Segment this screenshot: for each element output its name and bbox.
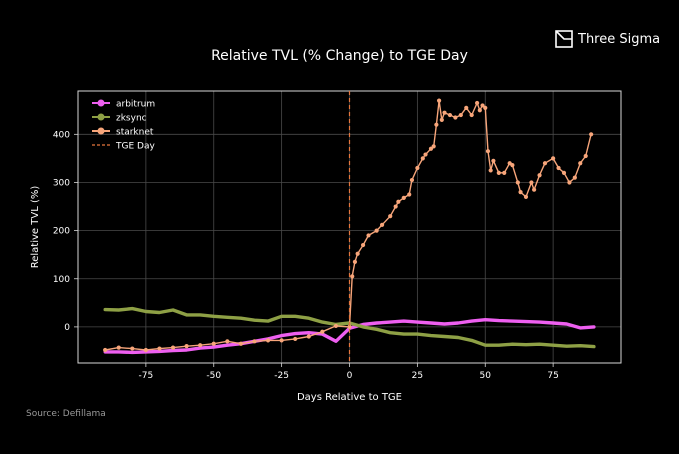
data-point-starknet [393, 204, 398, 209]
data-point-starknet [103, 347, 108, 353]
data-point-starknet [279, 338, 284, 343]
data-point-starknet [551, 156, 556, 161]
data-point-starknet [567, 180, 572, 185]
data-point-starknet [502, 170, 507, 175]
data-point-starknet [561, 170, 567, 175]
data-point-starknet [518, 189, 523, 195]
data-point-starknet [532, 187, 537, 192]
data-point-starknet [475, 100, 480, 106]
data-point-starknet [355, 251, 360, 256]
data-point-starknet [415, 165, 420, 171]
data-point-starknet [333, 323, 339, 329]
data-point-starknet [225, 339, 230, 344]
data-point-starknet [537, 173, 542, 178]
data-point-starknet [436, 98, 442, 103]
y-tick-label: 100 [53, 275, 70, 285]
data-point-starknet [374, 228, 379, 233]
data-point-starknet [453, 115, 458, 120]
data-point-starknet [379, 222, 385, 227]
data-point-starknet [434, 122, 439, 127]
data-point-starknet [578, 161, 583, 166]
data-point-starknet [116, 345, 121, 350]
x-tick-label: -25 [274, 371, 289, 381]
data-point-starknet [157, 346, 162, 351]
brand-name: Three Sigma [578, 31, 661, 47]
data-point-starknet [477, 108, 482, 113]
legend-marker-starknet [97, 127, 105, 135]
y-axis-label: Relative TVL (%) [30, 186, 41, 269]
data-point-starknet [420, 156, 425, 161]
x-tick-label: 0 [347, 371, 353, 381]
legend-label: zksync [116, 114, 147, 124]
y-tick-label: 200 [53, 227, 70, 237]
data-point-starknet [265, 338, 271, 343]
x-tick-label: 25 [412, 371, 423, 381]
data-point-starknet [442, 110, 447, 115]
legend-label: TGE Day [115, 142, 155, 152]
data-point-starknet [409, 177, 415, 183]
data-point-starknet [396, 199, 401, 204]
data-point-starknet [407, 192, 412, 197]
y-tick-label: 400 [53, 130, 70, 140]
y-tick-label: 300 [53, 178, 70, 188]
data-point-starknet [483, 105, 488, 110]
data-point-starknet [431, 144, 436, 149]
data-point-starknet [480, 103, 485, 108]
data-point-starknet [515, 180, 520, 185]
data-point-starknet [491, 158, 496, 163]
data-point-starknet [401, 195, 406, 200]
legend-label: starknet [116, 128, 154, 138]
data-point-starknet [488, 168, 493, 173]
source-note: Source: Defillama [26, 409, 106, 419]
data-point-starknet [252, 339, 257, 344]
data-point-starknet [589, 132, 594, 137]
data-point-starknet [447, 112, 453, 118]
data-point-starknet [238, 341, 243, 346]
data-point-starknet [485, 149, 491, 154]
data-point-starknet [347, 324, 352, 329]
data-point-starknet [439, 117, 444, 122]
brand: Three Sigma [555, 30, 660, 48]
data-point-starknet [306, 334, 311, 339]
y-tick-label: 0 [64, 323, 70, 333]
data-point-starknet [458, 112, 463, 118]
data-point-starknet [211, 341, 216, 346]
data-point-starknet [320, 329, 325, 334]
chart-title: Relative TVL (% Change) to TGE Day [211, 48, 468, 64]
x-axis-label: Days Relative to TGE [297, 392, 402, 403]
data-point-starknet [464, 105, 469, 110]
data-point-starknet [523, 194, 529, 200]
data-point-starknet [542, 161, 548, 166]
data-point-starknet [583, 153, 588, 159]
data-point-starknet [428, 146, 434, 151]
data-point-starknet [350, 274, 355, 279]
three-sigma-logo-icon [555, 30, 573, 48]
data-point-starknet [143, 347, 148, 353]
x-tick-label: -50 [206, 371, 221, 381]
data-point-starknet [529, 180, 534, 185]
data-point-starknet [469, 112, 474, 118]
data-point-starknet [496, 170, 501, 175]
data-point-starknet [352, 259, 358, 265]
data-point-starknet [423, 152, 428, 157]
data-point-starknet [184, 344, 189, 349]
data-point-starknet [510, 163, 515, 168]
data-point-starknet [366, 233, 371, 238]
data-point-starknet [360, 242, 366, 248]
legend-marker-zksync [97, 113, 105, 121]
data-point-starknet [388, 214, 393, 219]
legend-label: arbitrum [116, 100, 155, 110]
data-point-starknet [293, 336, 298, 342]
data-point-starknet [556, 165, 561, 171]
data-point-starknet [198, 343, 203, 348]
data-point-starknet [170, 345, 176, 350]
legend-marker-arbitrum [97, 99, 105, 107]
data-point-starknet [130, 346, 135, 351]
x-tick-label: -75 [139, 371, 154, 381]
x-tick-label: 75 [547, 371, 558, 381]
data-point-starknet [572, 175, 577, 180]
x-tick-label: 50 [480, 371, 492, 381]
